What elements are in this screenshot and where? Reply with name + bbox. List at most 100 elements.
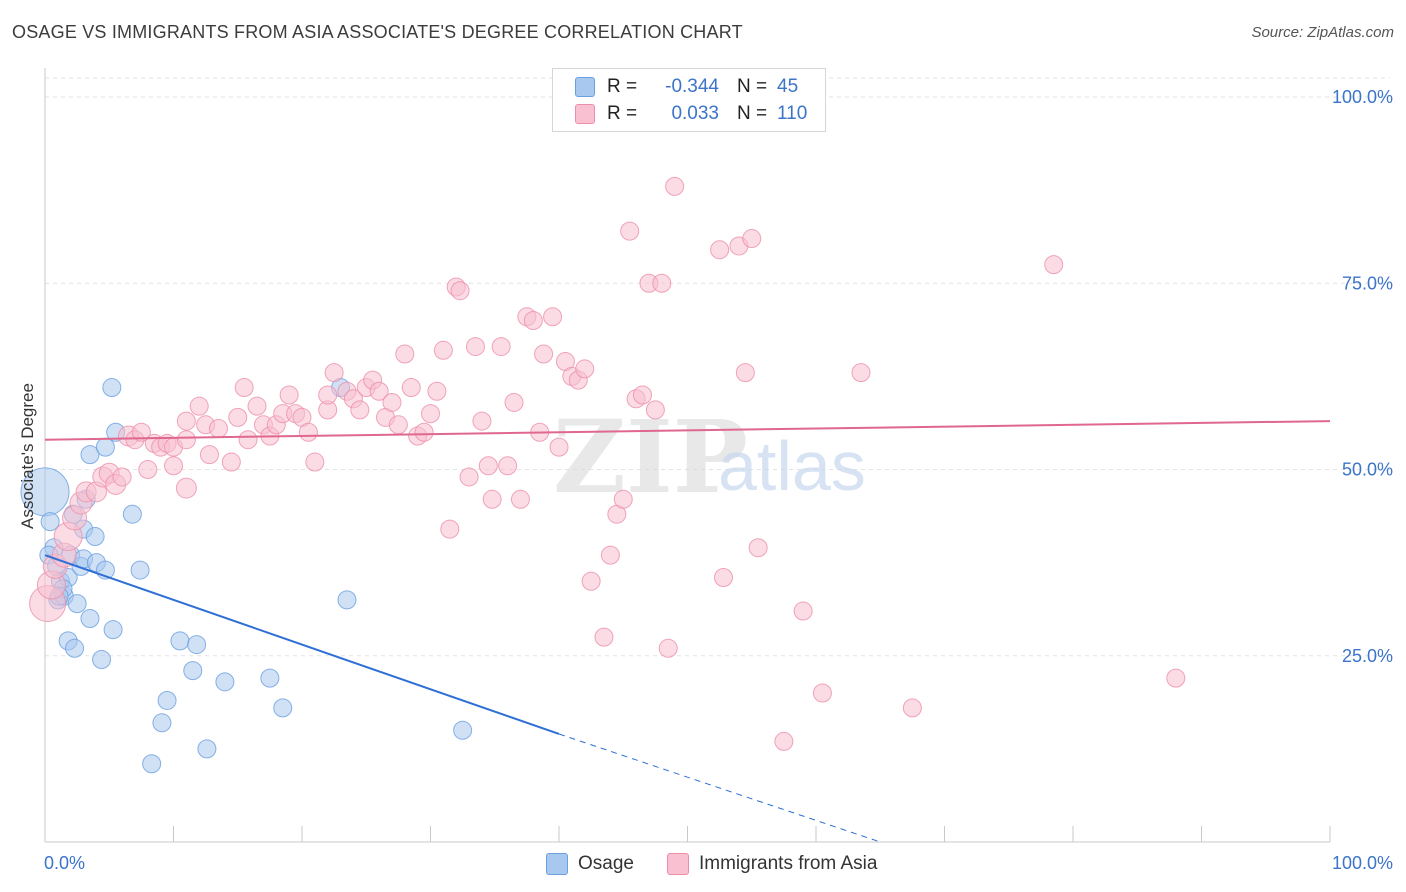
asia-point [735,363,755,383]
osage-point [103,620,123,640]
asia-point [543,307,563,327]
osage-point [157,690,177,710]
asia-point [450,281,470,301]
asia-point [421,404,440,424]
chart-title: OSAGE VS IMMIGRANTS FROM ASIA ASSOCIATE'… [12,22,743,42]
legend-row-osage: R = -0.344 N = 45 [575,74,798,100]
asia-point [478,456,498,476]
asia-point [414,422,434,442]
osage-point [197,739,217,759]
asia-point [189,396,209,416]
asia-point [221,452,241,472]
asia-point [523,311,543,330]
asia-point [228,407,248,427]
osage-point [260,668,280,688]
legend-r-value: -0.344 [665,76,719,97]
asia-point [199,445,219,465]
y-tick-label: 75.0% [1342,273,1393,293]
y-axis-label: Associate's Degree [18,383,37,529]
asia-point [305,452,325,472]
legend-swatch-asia [575,104,595,124]
legend-swatch-osage [575,77,595,97]
osage-point [183,661,203,681]
x-tick-label: 0.0% [44,853,85,873]
asia-point [440,519,460,539]
asia-point [812,683,832,703]
x-tick-label: 100.0% [1332,853,1393,873]
bottom-legend-swatch-osage [546,853,568,875]
asia-point [774,731,794,751]
asia-point [472,411,492,431]
asia-point [510,489,530,509]
bottom-legend-label-asia: Immigrants from Asia [699,853,878,874]
asia-point [175,477,197,499]
asia-point [534,344,554,364]
osage-point [187,635,207,655]
asia-point [176,430,196,450]
asia-point [658,638,678,658]
asia-point [318,385,338,405]
asia-point [350,400,370,420]
asia-point [665,176,685,196]
legend-n-label: N = [737,103,768,124]
asia-point [427,381,447,401]
asia-point [581,571,601,591]
osage-point [170,631,190,651]
watermark-atlas: atlas [718,427,866,505]
asia-point [710,240,730,260]
asia-point [851,363,871,383]
asia-point [382,392,402,412]
asia-point [594,627,614,647]
asia-point [208,419,228,439]
bottom-legend-osage: Osage [546,851,634,877]
osage-trend-extension [558,733,881,843]
legend-r-value: 0.033 [671,103,719,124]
asia-point [742,229,762,249]
asia-point [112,467,132,487]
asia-point [600,545,620,565]
correlation-legend: R = -0.344 N = 45 R = 0.033 N = 110 [552,68,826,132]
osage-point [80,609,100,628]
asia-point [465,337,485,357]
legend-r-label: R = [607,76,638,97]
osage-point [85,527,105,547]
legend-row-asia: R = 0.033 N = 110 [575,101,807,127]
asia-point [369,381,389,401]
osage-point [122,504,142,524]
legend-n-value: 45 [777,76,799,97]
osage-trend-line [44,554,560,735]
asia-point [652,273,672,293]
asia-point [902,698,922,718]
asia-point [748,538,768,558]
asia-point [138,460,158,479]
asia-point [645,400,665,420]
asia-point [388,415,408,435]
asia-point [238,430,258,450]
asia-point [504,392,524,412]
y-tick-label: 50.0% [1342,460,1393,480]
asia-point [131,422,151,442]
asia-point [176,411,196,431]
asia-point [324,363,344,383]
osage-point [92,649,112,669]
y-tick-label: 100.0% [1332,87,1393,107]
osage-point [65,638,85,658]
osage-point [67,594,87,614]
osage-point [80,445,100,465]
y-tick-label: 25.0% [1342,646,1393,666]
osage-point [273,698,293,718]
legend-n-label: N = [737,76,768,97]
asia-point [549,437,569,457]
asia-point [164,456,183,476]
asia-point [575,359,595,379]
asia-point [279,385,299,405]
legend-n-value: 110 [777,103,808,124]
asia-point [498,456,518,476]
osage-point [102,378,122,398]
bottom-legend-swatch-asia [667,853,689,875]
asia-trend-line [44,420,1331,441]
bottom-legend-asia: Immigrants from Asia [667,851,877,877]
asia-point [1166,668,1186,688]
osage-point [40,512,60,532]
